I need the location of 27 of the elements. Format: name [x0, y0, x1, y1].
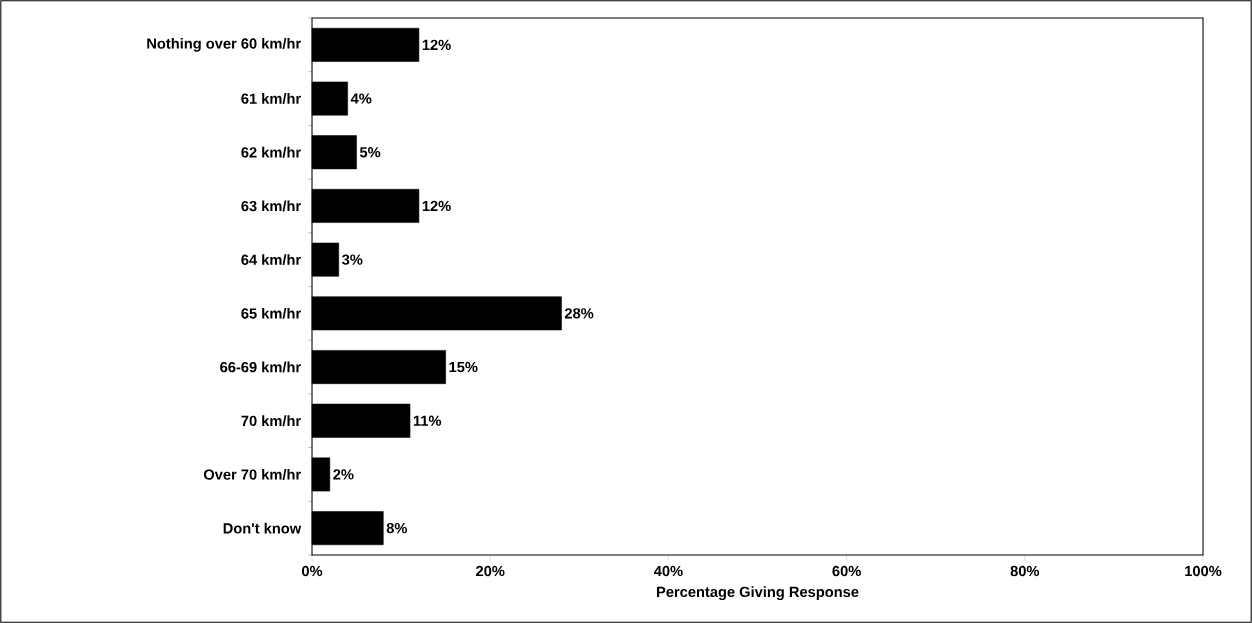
data-label: 28% [564, 308, 594, 319]
data-label: 11% [413, 415, 442, 426]
x-tick-label: 20% [476, 565, 505, 577]
data-label: 15% [449, 361, 478, 373]
x-tick-label: 0% [302, 565, 323, 577]
y-tick-label: 63 km/hr [241, 200, 301, 212]
y-tick-label: 70 km/hr [241, 415, 301, 427]
x-tick-label: 40% [653, 565, 683, 577]
y-tick-label: 66-69 km/hr [220, 361, 301, 373]
data-label: 4% [350, 93, 372, 104]
data-label: 8% [386, 522, 408, 534]
y-tick-label: 61 km/hr [241, 93, 301, 104]
x-tick-label: 60% [832, 565, 861, 577]
y-tick-label: Don't know [223, 522, 302, 534]
y-tick-label: 65 km/hr [241, 307, 301, 319]
y-tick-label: 62 km/hr [241, 146, 301, 158]
x-axis-title: Percentage Giving Response [657, 586, 859, 601]
data-label: 12% [422, 39, 451, 50]
x-tick-label: 80% [1010, 565, 1040, 577]
y-tick-label: 64 km/hr [241, 254, 301, 266]
data-label: 3% [342, 254, 363, 265]
data-label: 2% [333, 469, 354, 480]
data-label: 5% [359, 147, 381, 158]
y-tick-label: Over 70 km/hr [203, 468, 301, 480]
y-tick-label: Nothing over 60 km/hr [147, 37, 301, 52]
x-tick-label: 100% [1185, 565, 1222, 577]
data-label: 12% [422, 200, 451, 212]
